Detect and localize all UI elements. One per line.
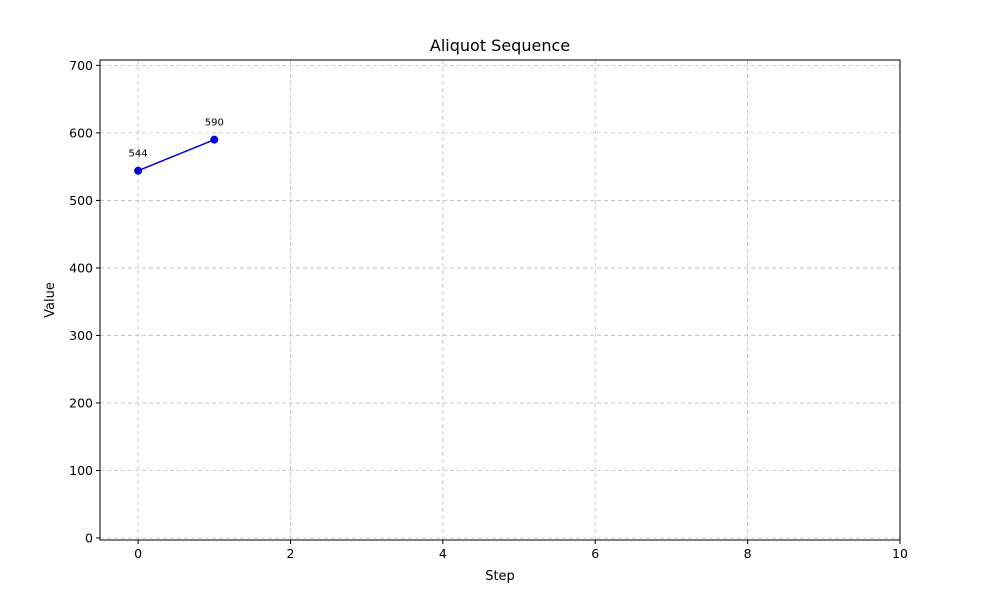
plot-frame <box>99 59 901 541</box>
series-line <box>137 138 215 172</box>
series-0: 544 590 <box>129 118 224 175</box>
x-tick-label: 0 <box>134 546 142 561</box>
y-tick-label: 100 <box>69 463 93 478</box>
y-axis-title: Value <box>43 282 58 318</box>
y-tick-label: 700 <box>69 58 93 73</box>
data-point <box>210 135 219 144</box>
y-tick-label: 300 <box>69 328 93 343</box>
y-tick-label: 600 <box>69 125 93 140</box>
x-tick-label: 4 <box>439 546 447 561</box>
data-point <box>134 166 143 175</box>
x-tick-label: 2 <box>286 546 294 561</box>
series-layer: 544 590 <box>129 118 224 175</box>
x-tick-label: 10 <box>892 546 908 561</box>
x-axis: 0 2 4 6 8 10 <box>134 540 908 561</box>
y-tick-label: 200 <box>69 395 93 410</box>
data-label: 544 <box>129 149 148 160</box>
x-tick-label: 6 <box>591 546 599 561</box>
y-axis: 0 100 200 300 400 500 600 700 <box>69 58 100 545</box>
y-tick-label: 0 <box>85 530 93 545</box>
x-tick-label: 8 <box>744 546 752 561</box>
y-tick-label: 400 <box>69 260 93 275</box>
x-axis-title: Step <box>485 569 515 584</box>
data-label: 590 <box>205 118 224 129</box>
y-tick-label: 500 <box>69 193 93 208</box>
chart-title: Aliquot Sequence <box>430 36 570 55</box>
